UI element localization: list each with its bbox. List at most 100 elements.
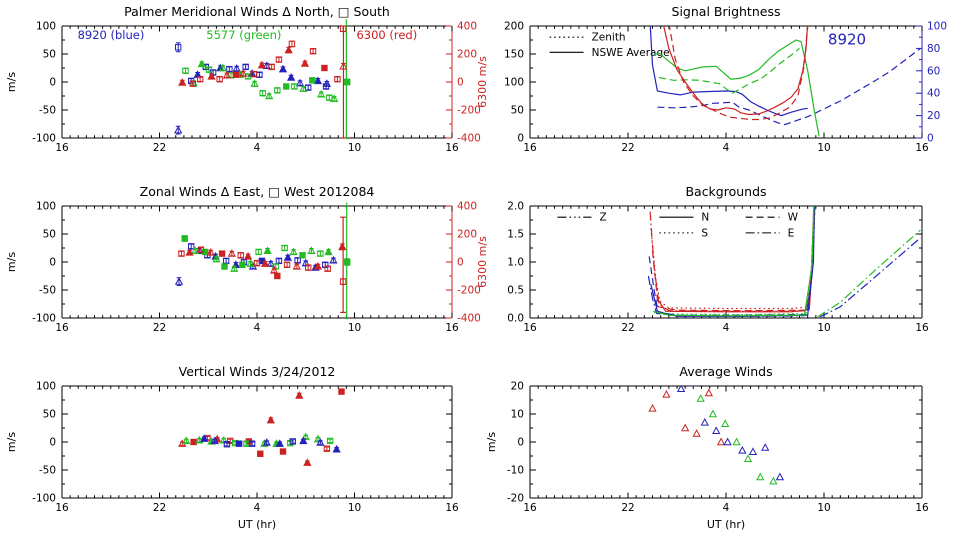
point-triangle [250,79,259,87]
point-triangle [200,434,209,442]
point-triangle [295,78,305,87]
point-triangle [262,438,271,446]
point-triangle [219,435,228,444]
point-triangle [239,69,248,77]
5577-zenith [658,47,800,94]
point-square [237,252,244,259]
line-series [649,26,921,137]
x-tick-label: 10 [348,322,361,334]
x-tick-label: 16 [445,322,459,334]
point-triangle [775,472,785,481]
x-axis-title: UT (hr) [707,518,745,531]
y-axis-ticks [62,25,68,139]
point-square [178,250,185,257]
y-tick-label: 20 [511,381,524,393]
point-square [274,87,281,94]
y-axis-ticks [530,205,922,319]
point-triangle [185,248,194,256]
point-triangle [243,251,253,260]
point-triangle [266,415,275,424]
8920-nswe [649,26,808,117]
point-triangle [263,246,272,254]
point-square [309,48,317,55]
y-tick-label: 1.0 [507,257,524,269]
panel-title: Signal Brightness [672,4,781,19]
x-axis-ticks [61,386,453,498]
point-square [326,94,333,101]
point-square [309,77,316,84]
error-bar [284,262,290,268]
point-square [216,76,223,83]
point-square [196,76,204,83]
x-tick-label: 22 [153,142,166,154]
y2-tick-label: 20 [927,110,940,122]
series-6300-average [648,388,726,446]
panel-zonal-winds: Zonal Winds Δ East, □ West 2012084 16 22 4 1… [5,184,489,334]
y-axis-title: m/s [485,432,498,452]
point-square [321,64,328,72]
point-triangle [681,423,690,432]
point-triangle [191,246,200,254]
point-triangle [262,61,271,69]
point-triangle [339,61,348,70]
error-bar [310,48,316,54]
y-tick-label: 0 [49,437,56,449]
y-tick-label: 150 [504,49,524,61]
point-square [221,263,228,270]
x-tick-label: 10 [348,142,361,154]
point-triangle [769,476,778,485]
point-triangle [178,78,187,86]
panel-vertical-winds: Vertical Winds 3/24/2012 16 22 4 10 16 UT (hr)… [5,364,459,531]
point-triangle [692,429,701,437]
point-triangle [265,91,274,100]
point-triangle [721,419,730,427]
error-bar [264,440,270,445]
point-square [334,76,341,83]
y2-tick-label: 80 [927,43,940,55]
y-axis-ticks [62,205,68,319]
x-tick-label: 4 [723,322,730,334]
series-6300-north-south [178,26,348,87]
error-bar [317,440,323,445]
point-triangle [332,444,341,453]
point-triangle [212,254,221,263]
point-square [304,264,312,271]
y-tick-label: -10 [507,465,524,477]
point-triangle [648,403,657,412]
point-triangle [195,435,204,444]
error-bar [212,438,218,444]
point-triangle [324,247,333,256]
point-triangle [313,262,323,270]
annotation-5577 (green): 5577 (green) [206,28,281,42]
point-triangle [743,454,753,462]
error-bar [217,76,223,82]
point-triangle [676,386,686,392]
point-triangle [207,71,216,80]
error-bar [223,258,229,264]
point-square [205,66,213,73]
point-triangle [696,394,705,402]
x-axis-ticks [61,26,453,138]
y-tick-label: 0.0 [507,313,524,325]
y-tick-label: 0 [517,437,524,449]
axes-frame [529,205,923,319]
y-tick-label: 50 [511,105,524,117]
axes-frame [61,25,453,139]
point-triangle [278,64,288,73]
point-triangle [286,73,296,81]
legend-label-S: S [701,227,708,239]
y-axis-ticks [530,25,536,139]
y-tick-label: 50 [43,409,56,421]
x-tick-label: 4 [723,502,730,514]
y2-tick-label: 0 [457,257,464,269]
y-tick-label: 2.0 [507,201,524,213]
point-triangle [688,386,697,387]
6300-zenith [668,26,809,121]
point-square [190,438,197,446]
annotation-6300 (red): 6300 (red) [356,28,417,42]
x-tick-label: 16 [523,322,537,334]
point-triangle [300,59,310,67]
